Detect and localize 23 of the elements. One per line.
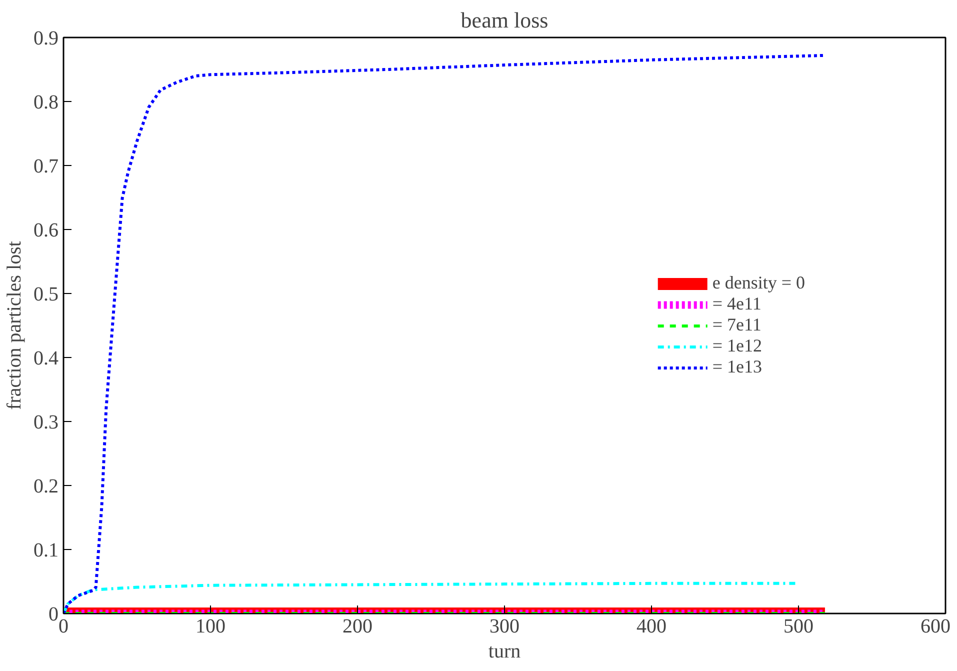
y-tick-label: 0.9 [34, 28, 58, 50]
legend-label: = 4e11 [712, 294, 762, 314]
y-tick-label: 0.3 [34, 412, 58, 434]
x-tick-label: 200 [342, 616, 372, 638]
y-tick-label: 0.8 [34, 92, 58, 114]
x-tick-label: 300 [490, 616, 520, 638]
y-axis-title: fraction particles lost [4, 240, 26, 410]
y-tick-label: 0.1 [34, 540, 58, 562]
x-tick-label: 500 [784, 616, 814, 638]
y-tick-label: 0.5 [34, 284, 58, 306]
legend-label: = 7e11 [712, 314, 762, 336]
x-axis-title: turn [488, 640, 521, 662]
y-tick-label: 0.6 [34, 220, 58, 242]
chart-title: beam loss [460, 8, 548, 32]
legend-label: = 1e12 [712, 336, 762, 356]
x-tick-label: 400 [636, 616, 666, 638]
y-tick-label: 0.4 [34, 348, 58, 370]
y-tick-label: 0.7 [34, 156, 58, 178]
y-tick-label: 0.2 [34, 476, 58, 498]
legend-label: = 1e13 [712, 356, 762, 378]
x-tick-label: 100 [196, 616, 226, 638]
legend-label: e density = 0 [712, 272, 805, 294]
x-tick-label: 600 [920, 616, 950, 638]
